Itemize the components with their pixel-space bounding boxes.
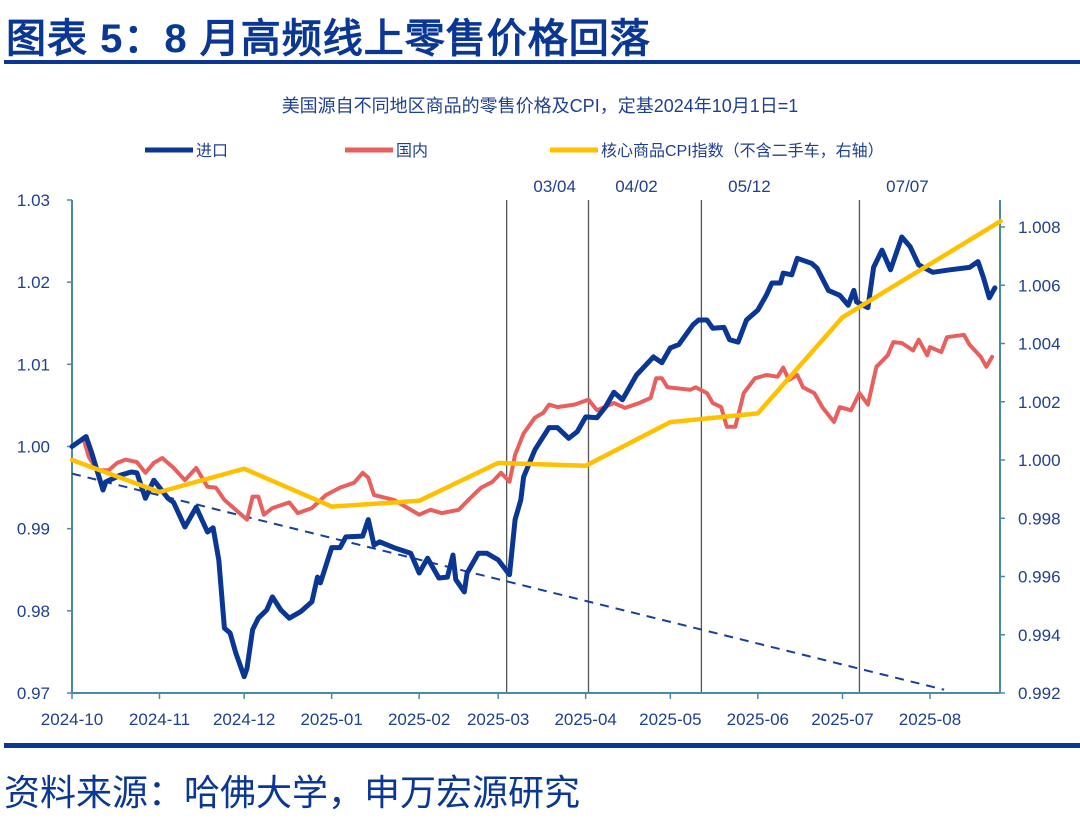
x-tick-label: 2025-03 [467, 710, 529, 729]
y-right-tick-label: 1.000 [1018, 451, 1061, 470]
event-line-label: 05/12 [728, 177, 771, 196]
legend: 进口 国内 核心商品CPI指数（不含二手车，右轴） [145, 142, 884, 160]
chart-title: 美国源自不同地区商品的零售价格及CPI，定基2024年10月1日=1 [282, 96, 799, 116]
x-tick-label: 2025-02 [388, 710, 450, 729]
y-left-tick-label: 1.02 [17, 273, 50, 292]
x-tick-label: 2024-11 [129, 710, 190, 729]
figure-title: 图表 5：8 月高频线上零售价格回落 [6, 17, 651, 61]
y-left-tick-label: 0.98 [17, 602, 50, 621]
y-right-tick-label: 1.002 [1018, 393, 1061, 412]
series [69, 218, 1003, 691]
y-right-tick-label: 1.006 [1018, 276, 1061, 295]
x-tick-label: 2025-08 [899, 710, 961, 729]
x-tick-label: 2024-12 [213, 710, 275, 729]
source-note: 资料来源：哈佛大学，申万宏源研究 [4, 772, 581, 813]
x-tick-label: 2024-10 [41, 710, 103, 729]
y-left-tick-label: 0.97 [17, 684, 50, 703]
legend-label-domestic: 国内 [396, 142, 428, 160]
y-right-tick-label: 1.004 [1018, 335, 1061, 354]
y-right-tick-label: 1.008 [1018, 218, 1061, 237]
y-left-tick-label: 1.01 [17, 355, 50, 374]
series-line-domestic [70, 332, 995, 522]
y-right-tick-label: 0.992 [1018, 684, 1061, 703]
x-tick-label: 2025-01 [300, 710, 362, 729]
trendline-dashed [71, 472, 945, 691]
series-line-cpi [69, 218, 1003, 509]
y-left-tick-label: 1.03 [17, 191, 50, 210]
event-line-label: 03/04 [533, 177, 576, 196]
footer-divider [4, 743, 1080, 748]
y-right-tick-label: 0.994 [1018, 626, 1061, 645]
x-tick-label: 2025-07 [811, 710, 873, 729]
y-right-tick-label: 0.996 [1018, 568, 1061, 587]
x-tick-label: 2025-06 [727, 710, 789, 729]
x-tick-label: 2025-05 [639, 710, 701, 729]
event-line-label: 07/07 [886, 177, 929, 196]
legend-label-cpi: 核心商品CPI指数（不含二手车，右轴） [601, 142, 884, 160]
y-right-tick-label: 0.998 [1018, 509, 1061, 528]
x-tick-label: 2025-04 [554, 710, 616, 729]
event-line-label: 04/02 [615, 177, 658, 196]
title-divider [4, 60, 1080, 64]
series-line-import [69, 234, 998, 680]
axes: 1.03 1.02 1.01 1.00 0.99 0.98 0.97 1.008 1.006 1.… [17, 191, 1061, 729]
y-left-tick-label: 1.00 [17, 438, 50, 457]
event-lines: 03/04 04/02 05/12 07/07 [505, 177, 929, 693]
legend-label-import: 进口 [196, 142, 228, 160]
y-left-tick-label: 0.99 [17, 520, 50, 539]
